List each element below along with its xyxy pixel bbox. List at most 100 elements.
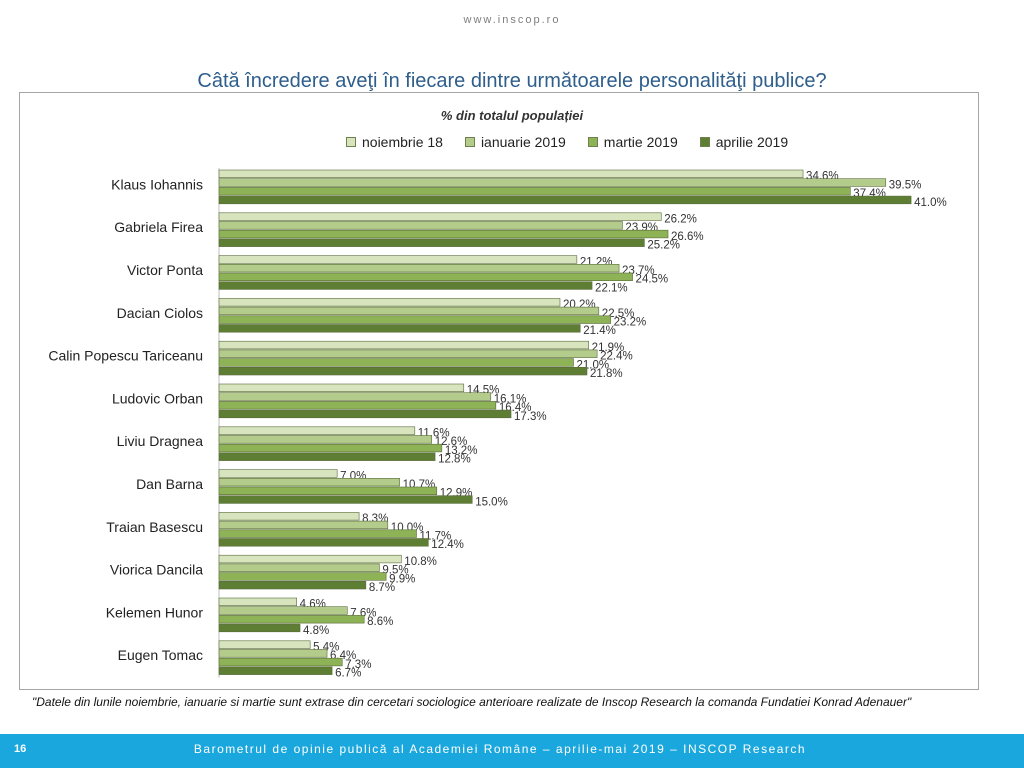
legend-swatch (587, 137, 598, 147)
bar (218, 195, 912, 205)
bar (218, 563, 380, 572)
bar (218, 383, 465, 392)
bar (218, 520, 389, 530)
footer-bar: 16 Barometrul de opinie publică al Acade… (0, 734, 1024, 768)
site-url: www.inscop.ro (463, 14, 561, 26)
bar (218, 572, 387, 581)
category-label: Dacian Ciolos (117, 305, 203, 321)
bar (218, 580, 367, 590)
legend-label: martie 2019 (603, 134, 678, 150)
bar (218, 469, 338, 478)
legend-swatch (346, 137, 356, 147)
data-label: 10.8% (404, 556, 437, 568)
bar (218, 666, 333, 675)
data-label: 39.5% (889, 179, 922, 191)
bar (218, 401, 497, 410)
data-label: 6.7% (335, 668, 361, 680)
category-label: Klaus Iohannis (111, 176, 203, 192)
bar (218, 358, 574, 367)
data-label: 12.4% (431, 539, 464, 551)
data-label: 41.0% (914, 197, 947, 209)
bar (218, 366, 588, 376)
bar (218, 477, 400, 487)
bar (218, 486, 438, 495)
bar (218, 281, 593, 290)
bar (218, 238, 645, 247)
legend-item-ianuarie-2019: ianuarie 2019 (464, 134, 566, 150)
bar (218, 554, 402, 564)
bar (218, 272, 633, 281)
bar (218, 640, 311, 649)
bar (218, 623, 301, 633)
bar (218, 529, 417, 538)
bar (218, 538, 429, 547)
bar (218, 615, 365, 624)
category-label: Ludovic Orban (112, 390, 203, 406)
legend-label: aprilie 2019 (715, 134, 789, 150)
bar (218, 606, 348, 615)
category-label: Gabriela Firea (114, 219, 203, 235)
data-label: 16.1% (494, 393, 527, 405)
legend-item-noiembrie-18: noiembrie 18 (346, 134, 443, 150)
data-label: 17.3% (514, 411, 547, 423)
page-number: 16 (14, 743, 27, 755)
bar (218, 340, 589, 350)
data-label: 15.0% (475, 496, 508, 508)
legend-item-martie-2019: martie 2019 (587, 134, 678, 150)
bar (218, 426, 416, 435)
category-label: Eugen Tomac (118, 647, 203, 663)
category-label: Liviu Dragnea (117, 433, 204, 449)
bar (218, 435, 432, 444)
bar (218, 229, 669, 239)
category-label: Calin Popescu Tariceanu (48, 348, 203, 364)
bar (218, 212, 662, 221)
chart-subtitle: % din totalul populației (440, 108, 584, 123)
bar (218, 495, 473, 504)
footer-text: Barometrul de opinie publică al Academie… (193, 742, 807, 756)
bar (218, 324, 581, 333)
data-label: 9.5% (382, 565, 408, 577)
data-label: 25.2% (647, 240, 680, 252)
bar (218, 187, 851, 196)
footnote: "Datele din lunile noiembrie, ianuarie s… (32, 695, 912, 709)
data-label: 8.7% (369, 582, 395, 594)
data-label: 7.3% (345, 659, 371, 671)
data-label: 12.8% (438, 454, 471, 466)
data-label: 23.2% (614, 317, 647, 329)
legend-label: noiembrie 18 (362, 134, 443, 150)
bar (218, 452, 436, 461)
chart-legend: noiembrie 18 ianuarie 2019 martie 2019 a… (346, 134, 788, 150)
legend-label: ianuarie 2019 (480, 134, 566, 150)
category-label: Victor Ponta (127, 262, 203, 278)
bar (218, 657, 343, 667)
bar (218, 349, 598, 358)
data-label: 24.5% (636, 274, 669, 286)
bar (218, 315, 611, 324)
data-label: 21.9% (592, 342, 625, 354)
data-label: 9.9% (389, 573, 415, 585)
bar (218, 178, 887, 187)
legend-swatch (699, 137, 710, 147)
bar (218, 221, 623, 230)
data-label: 22.1% (595, 282, 628, 294)
category-label: Viorica Dancila (110, 562, 203, 578)
data-label: 8.6% (367, 616, 393, 628)
data-label: 12.6% (435, 436, 468, 448)
legend-swatch (464, 137, 475, 147)
slide-title: Câtă încredere aveţi în fiecare dintre u… (197, 70, 827, 92)
bar (218, 649, 328, 658)
data-label: 21.8% (590, 368, 623, 380)
category-label: Traian Basescu (106, 519, 203, 535)
data-label: 21.4% (583, 325, 616, 337)
bar (218, 306, 600, 316)
bar (218, 597, 297, 606)
data-label: 22.4% (600, 351, 633, 363)
bar (218, 255, 578, 264)
category-label: Dan Barna (136, 476, 203, 492)
data-label: 4.8% (303, 625, 329, 637)
legend-item-aprilie-2019: aprilie 2019 (699, 134, 789, 150)
bar (218, 443, 443, 453)
bar (218, 409, 512, 419)
data-label: 26.2% (664, 214, 697, 226)
